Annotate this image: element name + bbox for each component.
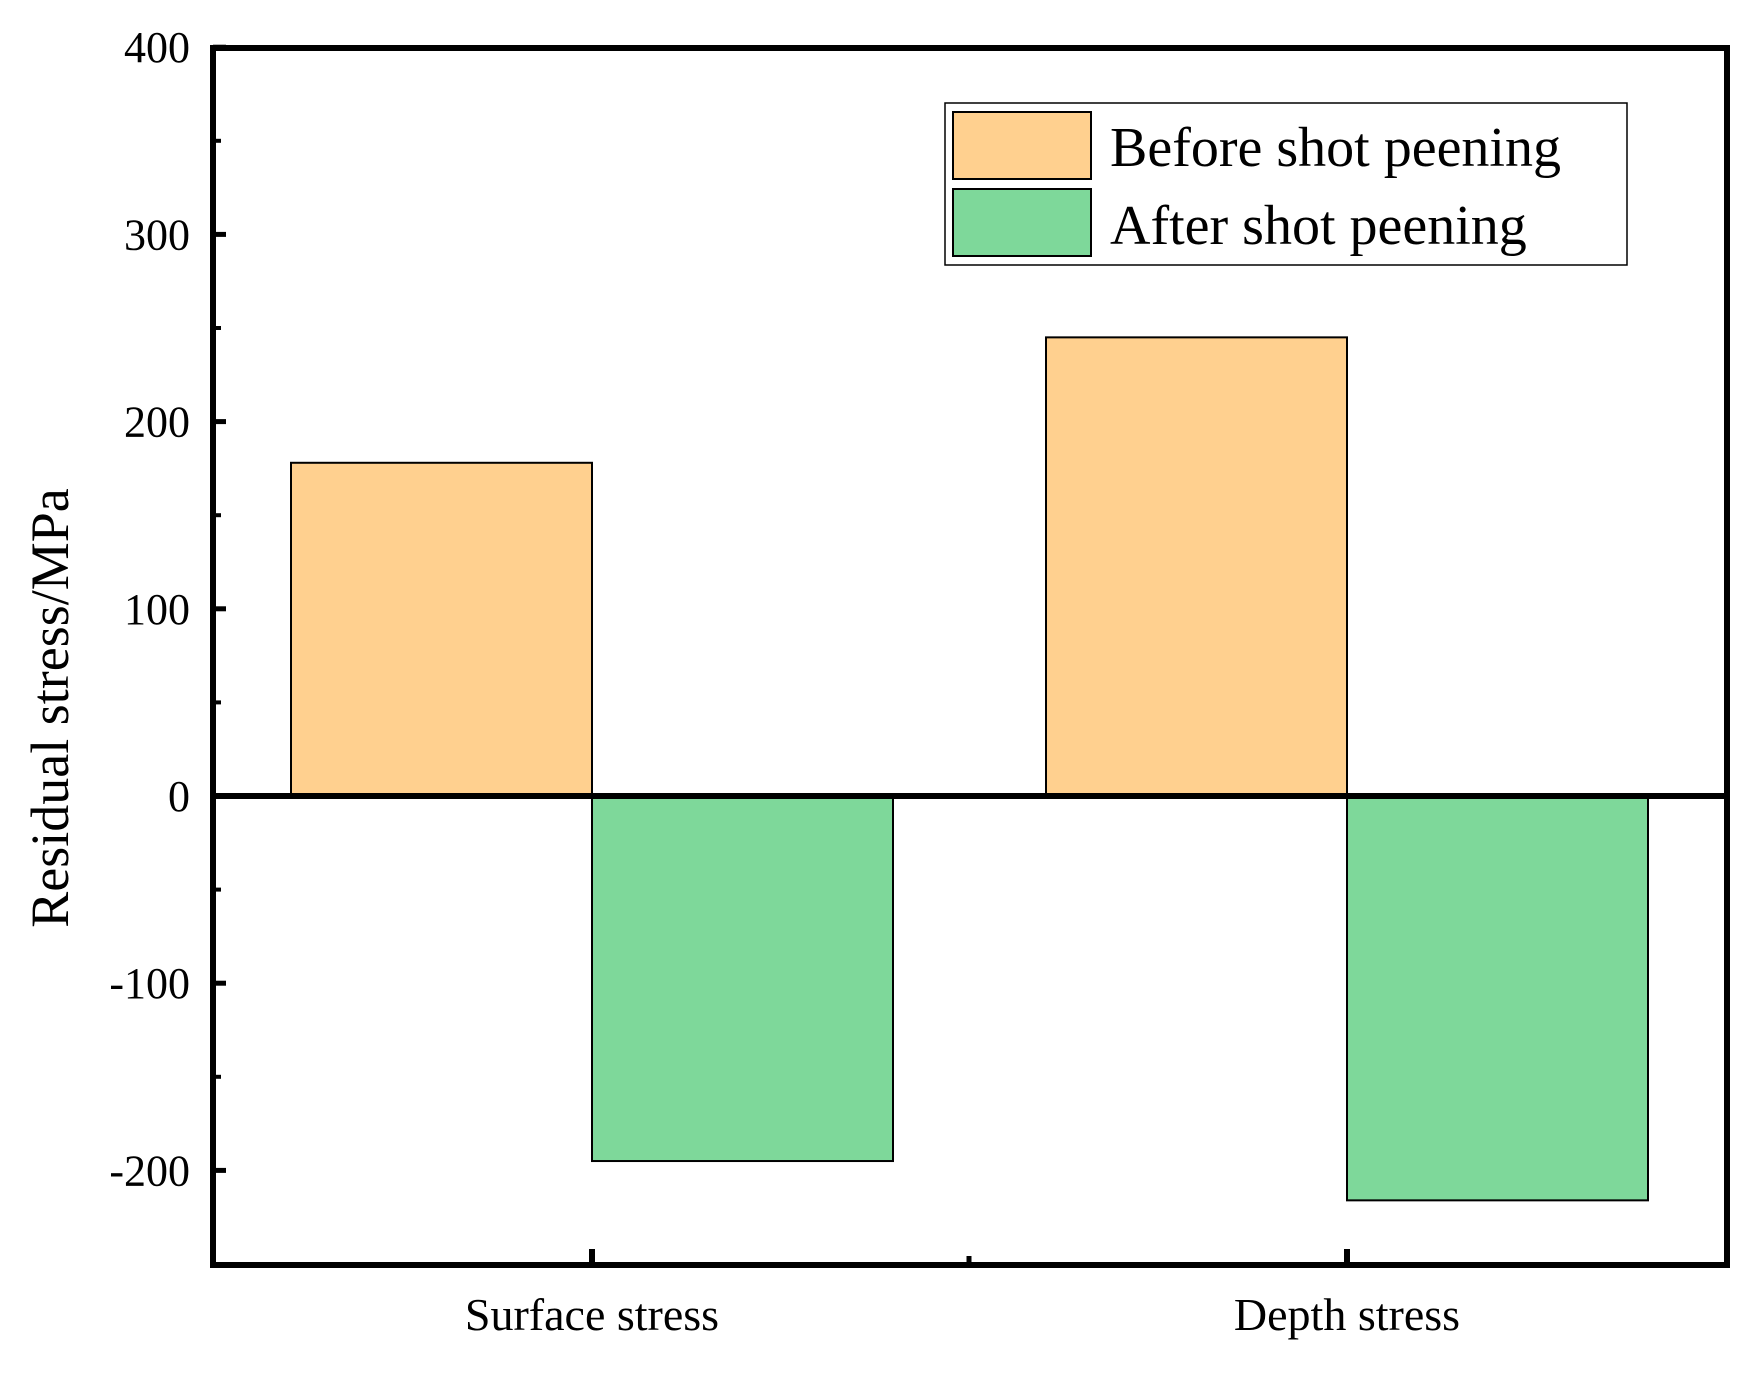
y-tick-label: 200 <box>124 398 190 447</box>
y-tick-label: 0 <box>168 772 190 821</box>
bar-before-surface <box>290 461 593 797</box>
y-axis-title: Residual stress/MPa <box>20 488 80 928</box>
legend-swatch-before <box>952 111 1092 180</box>
legend-label-after: After shot peening <box>1110 195 1527 257</box>
x-category-label: Surface stress <box>465 1289 719 1340</box>
y-tick-label: -200 <box>109 1146 190 1195</box>
bar-series <box>290 336 1649 1202</box>
y-tick-label: -100 <box>109 959 190 1008</box>
bar-after-depth <box>1346 795 1649 1202</box>
plot-frame <box>210 45 1730 1268</box>
y-tick-label: 100 <box>124 585 190 634</box>
legend-label-before: Before shot peening <box>1110 117 1561 179</box>
x-category-label: Depth stress <box>1234 1289 1460 1340</box>
legend-swatch-after <box>952 188 1092 257</box>
y-axis-ticks: 400 300 200 100 0 -100 -200 <box>109 23 226 1266</box>
y-tick-label: 400 <box>124 23 190 72</box>
bar-after-surface <box>591 795 894 1163</box>
legend: Before shot peening After shot peening <box>944 102 1628 266</box>
bar-before-depth <box>1045 336 1348 797</box>
y-tick-label: 300 <box>124 210 190 259</box>
x-axis-categories: Surface stress Depth stress <box>465 1249 1460 1340</box>
